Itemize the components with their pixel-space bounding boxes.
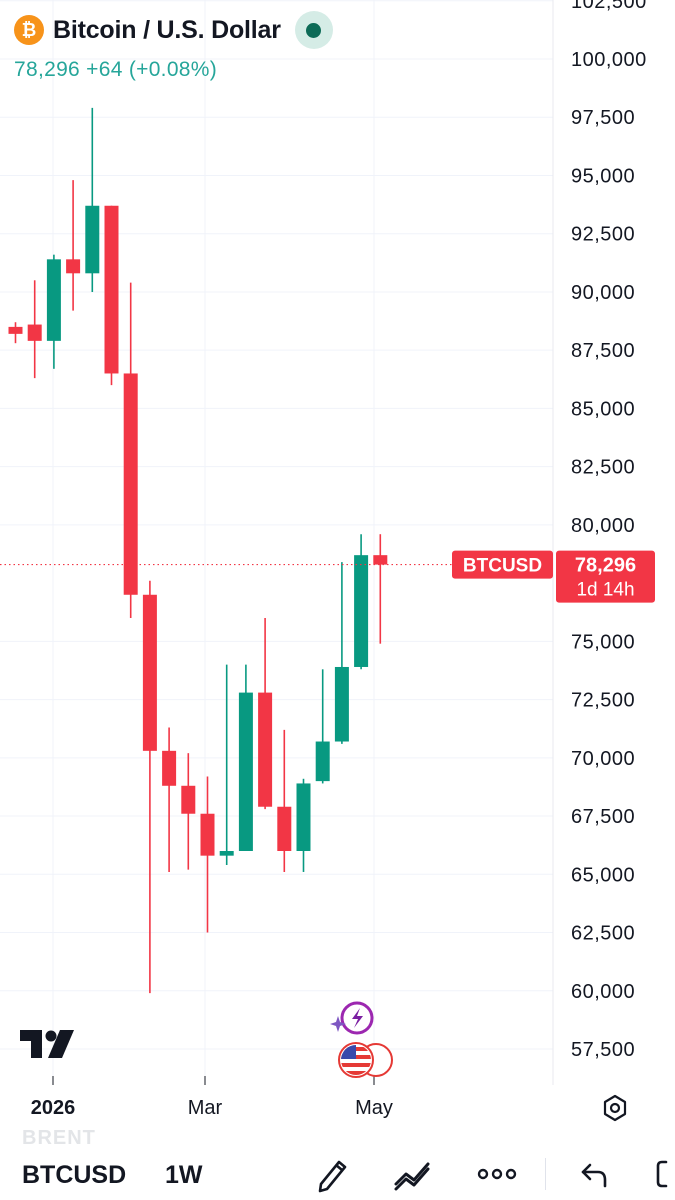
- candle-body-up[interactable]: [296, 783, 311, 851]
- fullscreen-icon[interactable]: [652, 1156, 675, 1192]
- candle-body-down[interactable]: [181, 785, 196, 814]
- y-tick-label: 102,500: [571, 0, 647, 13]
- event-markers[interactable]: [328, 998, 398, 1080]
- symbol-selector[interactable]: BTCUSD: [22, 1161, 127, 1189]
- undo-icon[interactable]: [578, 1156, 610, 1192]
- x-tick-label: May: [355, 1097, 393, 1119]
- y-tick-label: 62,500: [571, 923, 635, 945]
- x-tick-label: Mar: [188, 1097, 223, 1119]
- y-tick-label: 57,500: [571, 1039, 635, 1061]
- y-tick-label: 80,000: [571, 515, 635, 537]
- candle-body-up[interactable]: [46, 259, 61, 341]
- price-change-percent: (+0.08%): [128, 58, 218, 81]
- y-tick-label: 75,000: [571, 631, 635, 653]
- candle-body-down[interactable]: [258, 692, 273, 807]
- y-tick-label: 92,500: [571, 224, 635, 246]
- y-tick-label: 60,000: [571, 981, 635, 1003]
- candle-body-down[interactable]: [373, 555, 388, 565]
- y-tick-label: 70,000: [571, 748, 635, 770]
- candle-body-up[interactable]: [354, 555, 369, 667]
- candle-body-up[interactable]: [85, 205, 100, 274]
- y-tick-label: 95,000: [571, 165, 635, 187]
- price-quote: 78,296 +64 (+0.08%): [14, 58, 217, 82]
- watermark: BRENT: [22, 1127, 96, 1149]
- y-tick-label: 85,000: [571, 398, 635, 420]
- last-price-tag[interactable]: [556, 550, 655, 603]
- indicators-icon[interactable]: [393, 1156, 437, 1194]
- candle-body-down[interactable]: [142, 594, 157, 751]
- tradingview-logo-icon[interactable]: [20, 1030, 74, 1060]
- candle-body-down[interactable]: [123, 373, 138, 595]
- price-change: +64: [86, 58, 123, 81]
- bottom-toolbar: BTCUSD 1W: [0, 1148, 675, 1200]
- y-tick-label: 65,000: [571, 864, 635, 886]
- y-tick-label: 90,000: [571, 282, 635, 304]
- ai-lightning-icon[interactable]: [330, 1001, 374, 1035]
- more-options-icon[interactable]: [476, 1156, 518, 1192]
- y-tick-label: 87,500: [571, 340, 635, 362]
- y-tick-label: 67,500: [571, 806, 635, 828]
- candle-body-down[interactable]: [8, 326, 23, 334]
- symbol-title[interactable]: Bitcoin / U.S. Dollar: [53, 15, 281, 44]
- candle-body-up[interactable]: [238, 692, 253, 851]
- candle-body-down[interactable]: [27, 324, 42, 341]
- candle-body-down[interactable]: [277, 806, 292, 851]
- x-tick-label: 2026: [31, 1097, 76, 1119]
- market-status-icon[interactable]: [294, 11, 333, 49]
- candle-body-down[interactable]: [162, 750, 177, 786]
- interval-selector[interactable]: 1W: [165, 1161, 203, 1189]
- y-tick-label: 97,500: [571, 107, 635, 129]
- last-price: 78,296: [14, 58, 81, 81]
- candle-body-up[interactable]: [315, 741, 330, 782]
- symbol-header[interactable]: ₿ Bitcoin / U.S. Dollar: [14, 11, 333, 49]
- candle-body-down[interactable]: [104, 205, 119, 374]
- y-tick-label: 82,500: [571, 457, 635, 479]
- y-tick-label: 72,500: [571, 690, 635, 712]
- candle-body-down[interactable]: [66, 259, 81, 274]
- candle-body-down[interactable]: [200, 813, 215, 856]
- symbol-price-tag[interactable]: [452, 550, 553, 579]
- pencil-drawing-icon[interactable]: [312, 1156, 352, 1194]
- last-price-tag-value: 78,296: [575, 555, 636, 577]
- symbol-tag-label: BTCUSD: [463, 556, 542, 577]
- bar-countdown: 1d 14h: [576, 580, 634, 601]
- y-tick-label: 100,000: [571, 49, 647, 71]
- toolbar-separator: [545, 1158, 546, 1190]
- candle-body-up[interactable]: [219, 851, 234, 856]
- chart-settings-icon[interactable]: [600, 1093, 630, 1123]
- us-flag-icon[interactable]: [338, 1042, 393, 1078]
- bitcoin-icon: ₿: [14, 15, 44, 45]
- candle-body-up[interactable]: [334, 666, 349, 742]
